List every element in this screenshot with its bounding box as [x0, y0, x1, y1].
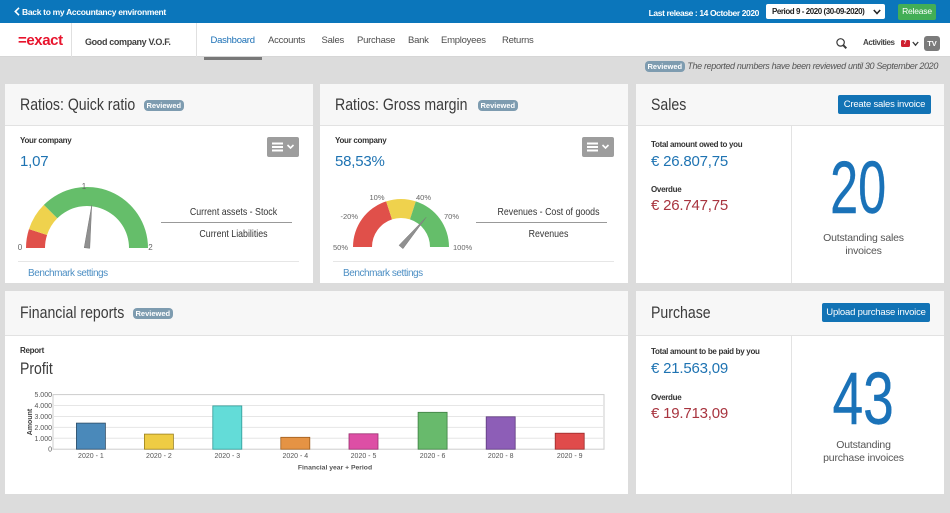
svg-text:Amount: Amount [27, 408, 34, 435]
svg-text:3.000: 3.000 [34, 414, 52, 421]
svg-text:2020 - 4: 2020 - 4 [282, 453, 308, 460]
svg-text:2020 - 6: 2020 - 6 [420, 453, 446, 460]
svg-text:4.000: 4.000 [34, 403, 52, 410]
svg-text:100%: 100% [453, 243, 473, 252]
svg-text:10%: 10% [369, 193, 384, 202]
svg-text:2020 - 8: 2020 - 8 [488, 453, 514, 460]
svg-text:2: 2 [148, 243, 153, 252]
svg-text:-20%: -20% [340, 212, 358, 221]
svg-text:50%: 50% [333, 243, 348, 252]
svg-text:40%: 40% [416, 193, 431, 202]
svg-text:2020 - 9: 2020 - 9 [557, 453, 583, 460]
svg-text:2020 - 1: 2020 - 1 [78, 453, 104, 460]
svg-text:0: 0 [18, 243, 23, 252]
svg-text:Financial year + Period: Financial year + Period [298, 465, 372, 472]
svg-text:1.000: 1.000 [34, 436, 52, 443]
svg-text:0: 0 [48, 447, 52, 454]
svg-text:2.000: 2.000 [34, 425, 52, 432]
svg-text:5.000: 5.000 [34, 392, 52, 399]
svg-text:2020 - 2: 2020 - 2 [146, 453, 172, 460]
svg-text:2020 - 3: 2020 - 3 [214, 453, 240, 460]
svg-text:1: 1 [82, 182, 87, 191]
svg-text:2020 - 5: 2020 - 5 [351, 453, 377, 460]
svg-text:70%: 70% [444, 212, 459, 221]
